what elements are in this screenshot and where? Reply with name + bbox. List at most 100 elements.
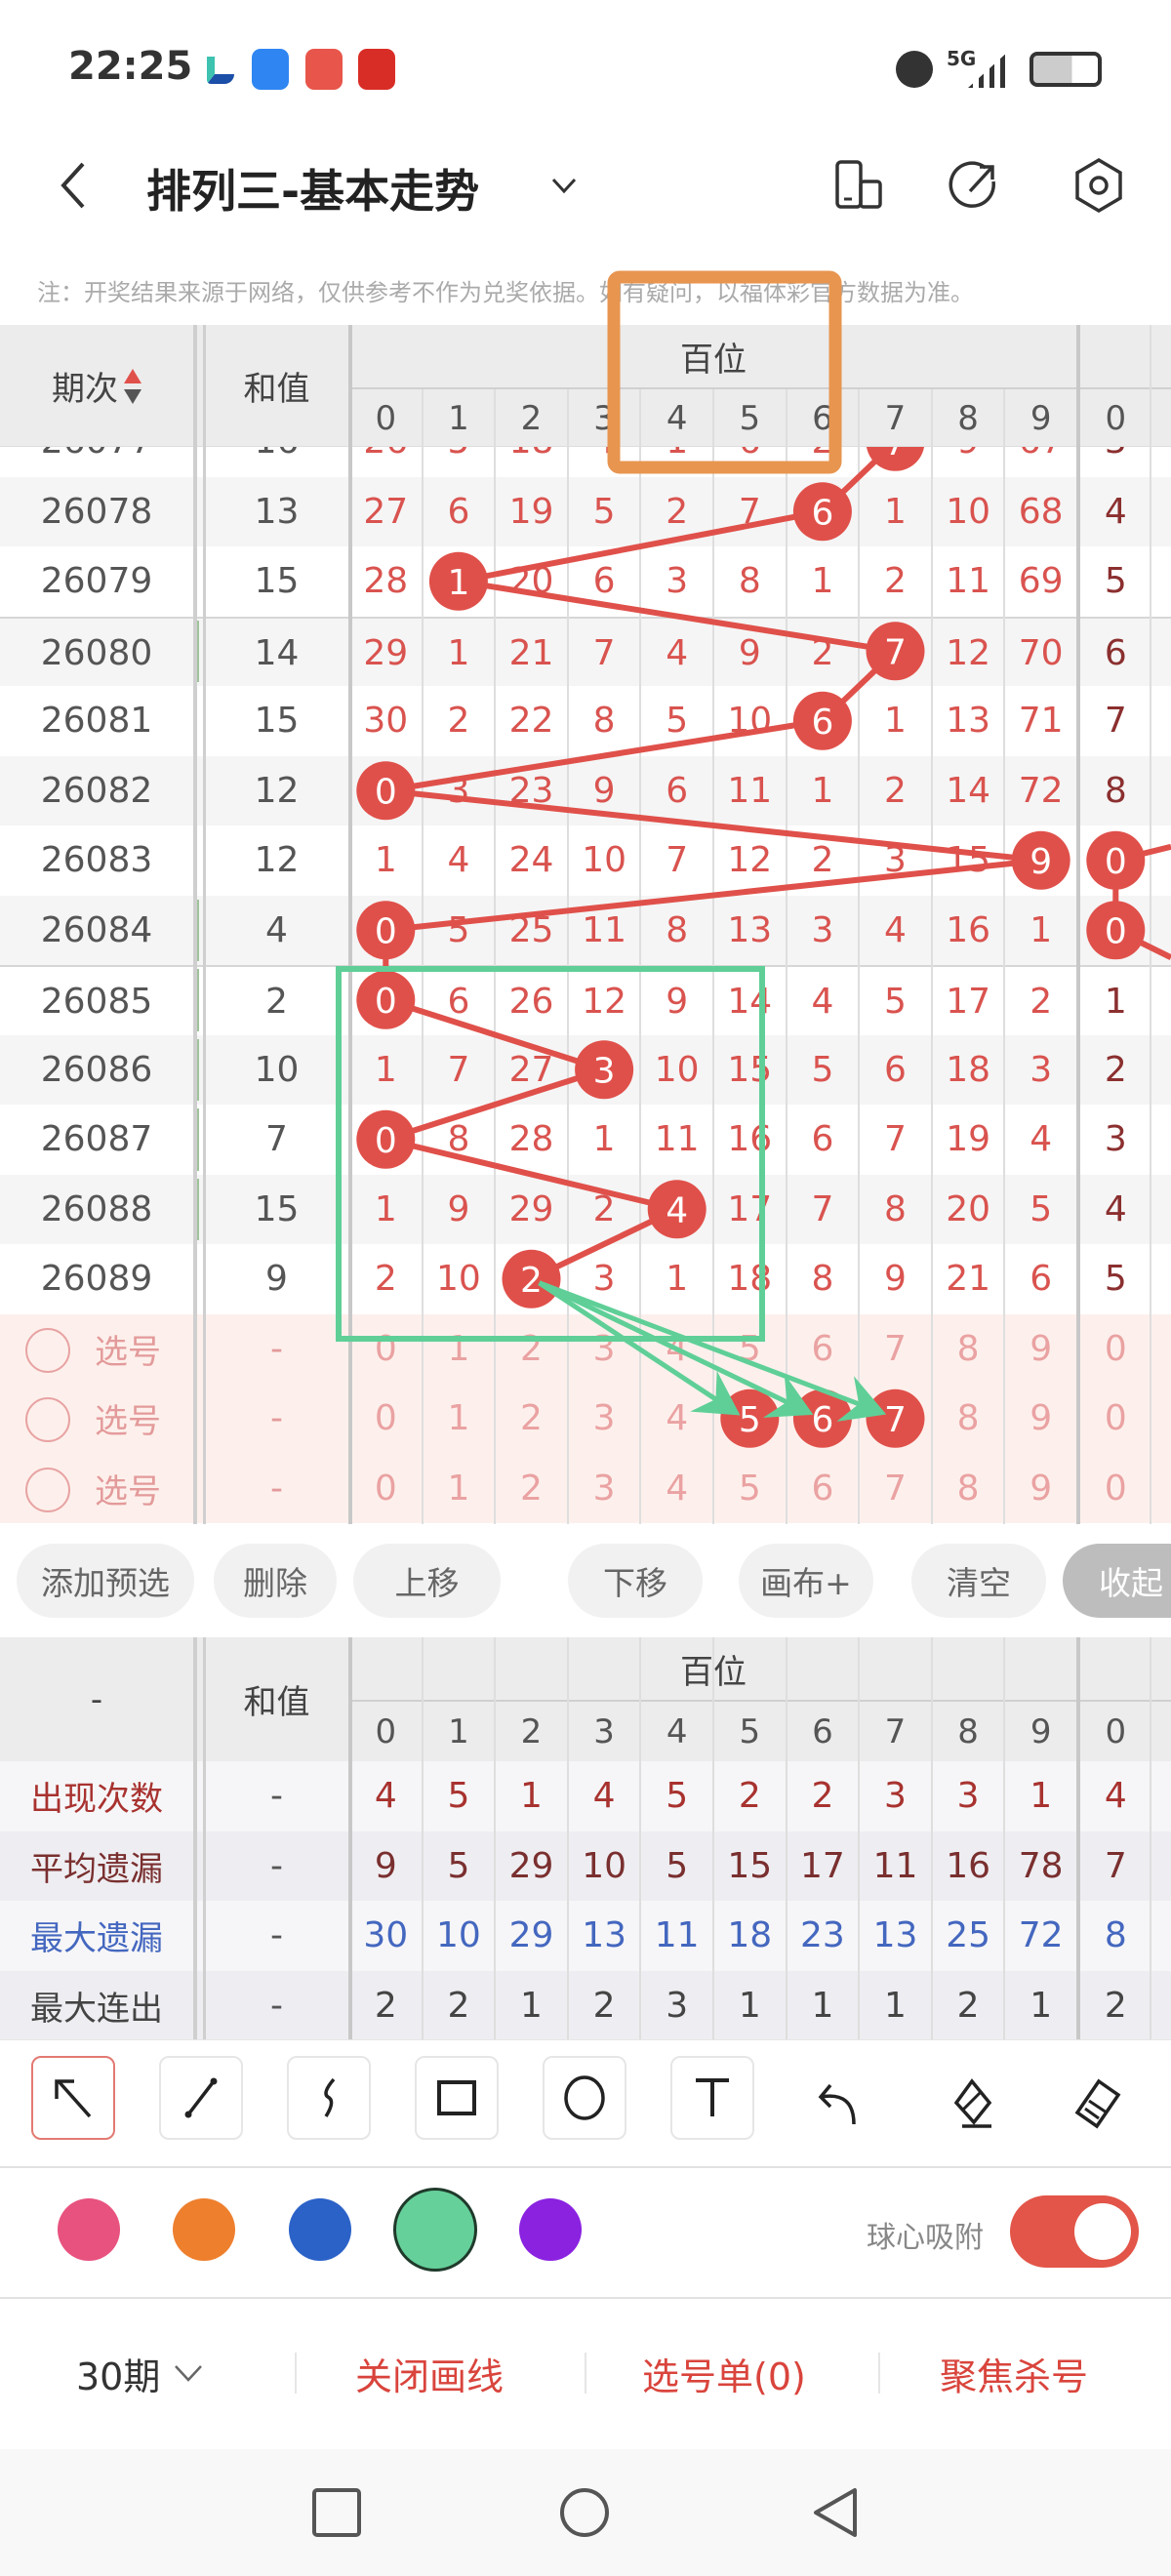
hit-ball — [1011, 830, 1070, 890]
extra-cell: 6 — [1104, 632, 1127, 673]
pick-digit[interactable]: 3 — [592, 1468, 616, 1509]
pick-digit[interactable]: 1 — [447, 1468, 470, 1509]
color-swatch-purple[interactable] — [519, 2198, 582, 2261]
color-swatch-orange[interactable] — [173, 2198, 235, 2261]
stats-value: 10 — [582, 1845, 626, 1886]
pick-digit[interactable]: 8 — [956, 1398, 980, 1439]
omission-cell: 1 — [374, 1188, 397, 1229]
grid-line — [639, 1637, 642, 2039]
pick-sum: - — [270, 1398, 283, 1439]
pick-list-button[interactable]: 选号单(0) — [642, 2355, 806, 2398]
rectangle-tool-button[interactable] — [415, 2056, 499, 2140]
omission-cell: 30 — [363, 701, 409, 742]
period-cell: 26089 — [40, 1259, 153, 1300]
action-button[interactable]: 画布+ — [739, 1544, 873, 1618]
app-notification-icon — [358, 49, 395, 90]
pick-digit[interactable]: 6 — [811, 1468, 834, 1509]
pick-digit[interactable]: 9 — [1030, 1328, 1053, 1369]
pick-digit[interactable]: 4 — [666, 1398, 689, 1439]
pick-radio[interactable] — [25, 1467, 70, 1512]
pick-digit[interactable]: 0 — [374, 1468, 397, 1509]
action-button[interactable]: 下移 — [568, 1544, 703, 1618]
stats-value: 5 — [666, 1845, 689, 1886]
trend-board[interactable]: 2607716265184162967326078132761952711068… — [0, 447, 1171, 1524]
stats-value: 1 — [811, 1985, 834, 2026]
pick-digit[interactable]: 8 — [956, 1328, 980, 1369]
clear-brush-icon[interactable] — [1070, 2077, 1124, 2132]
pick-digit[interactable]: 0 — [374, 1398, 397, 1439]
period-cell: 26087 — [40, 1119, 153, 1160]
freehand-tool-button[interactable] — [287, 2056, 371, 2140]
pick-digit[interactable]: 7 — [884, 1468, 907, 1509]
pick-digit[interactable]: 9 — [1030, 1398, 1053, 1439]
pick-digit[interactable]: 7 — [884, 1328, 907, 1369]
line-tool-button[interactable] — [159, 2056, 243, 2140]
stats-value: 5 — [447, 1776, 470, 1817]
annotation-arrow — [538, 1280, 814, 1418]
action-button[interactable]: 添加预选 — [17, 1544, 194, 1618]
share-icon[interactable] — [947, 158, 1001, 213]
action-button[interactable]: 删除 — [214, 1544, 337, 1618]
layout-toggle-icon[interactable] — [831, 158, 886, 213]
color-swatch-pink[interactable] — [58, 2198, 120, 2261]
color-swatch-green[interactable] — [393, 2188, 477, 2272]
stats-value: 2 — [374, 1985, 397, 2026]
stats-value: 2 — [738, 1776, 761, 1817]
trend-line — [458, 578, 896, 655]
action-button[interactable]: 清空 — [911, 1544, 1046, 1618]
page-title[interactable]: 排列三-基本走势 — [146, 165, 480, 218]
grid-line — [1149, 1637, 1151, 2039]
grid-line — [494, 389, 497, 447]
back-icon[interactable] — [54, 156, 93, 215]
pick-digit[interactable]: 6 — [811, 1328, 834, 1369]
grid-line — [639, 389, 642, 447]
focus-kill-button[interactable]: 聚焦杀号 — [940, 2355, 1089, 2398]
circle-tool-button[interactable] — [543, 2056, 626, 2140]
pick-digit[interactable]: 2 — [520, 1398, 543, 1439]
color-swatch-blue[interactable] — [289, 2198, 351, 2261]
text-tool-button[interactable] — [670, 2056, 754, 2140]
stats-value: 23 — [799, 1915, 845, 1956]
stats-value: 1 — [1030, 1985, 1053, 2026]
omission-cell: 4 — [666, 632, 689, 673]
pick-digit[interactable]: 9 — [1030, 1468, 1053, 1509]
period-select[interactable]: 30期 — [76, 2346, 205, 2400]
omission-cell: 4 — [447, 840, 470, 881]
recents-icon[interactable] — [310, 2486, 363, 2539]
arrow-tool-button[interactable] — [31, 2056, 115, 2140]
undo-icon[interactable] — [815, 2077, 869, 2132]
column-header-period[interactable]: 期次 — [0, 325, 195, 447]
stats-value: 17 — [799, 1845, 845, 1886]
omission-cell: 6 — [666, 770, 689, 811]
pick-digit[interactable]: 3 — [592, 1398, 616, 1439]
pick-digit[interactable]: 0 — [1104, 1468, 1127, 1509]
omission-cell: 11 — [654, 1119, 700, 1160]
pick-digit[interactable]: 4 — [666, 1468, 689, 1509]
action-button[interactable]: 上移 — [353, 1544, 501, 1618]
grid-line — [348, 447, 352, 1524]
action-button[interactable]: 收起 — [1063, 1544, 1171, 1618]
pick-digit[interactable]: 0 — [1104, 1328, 1127, 1369]
grid-line — [193, 447, 197, 1524]
hit-ball-number: 3 — [593, 1051, 616, 1091]
period-cell: 26081 — [40, 701, 153, 742]
pick-radio[interactable] — [25, 1397, 70, 1442]
chevron-down-icon[interactable] — [549, 171, 579, 200]
grid-line — [421, 389, 424, 447]
snap-toggle[interactable] — [1010, 2195, 1139, 2268]
home-icon[interactable] — [558, 2486, 611, 2539]
pick-digit[interactable]: 2 — [520, 1468, 543, 1509]
pick-digit[interactable]: 5 — [738, 1468, 761, 1509]
close-drawing-button[interactable]: 关闭画线 — [355, 2355, 505, 2398]
grid-line — [639, 447, 642, 1524]
pick-digit[interactable]: 0 — [1104, 1398, 1127, 1439]
grid-line — [566, 389, 569, 447]
pick-radio[interactable] — [25, 1327, 70, 1373]
settings-icon[interactable] — [1070, 156, 1128, 215]
omission-cell: 5 — [666, 701, 689, 742]
pick-digit[interactable]: 1 — [447, 1398, 470, 1439]
back-nav-icon[interactable] — [808, 2486, 861, 2539]
sort-icon[interactable] — [122, 367, 143, 406]
eraser-icon[interactable] — [945, 2077, 999, 2132]
pick-digit[interactable]: 8 — [956, 1468, 980, 1509]
